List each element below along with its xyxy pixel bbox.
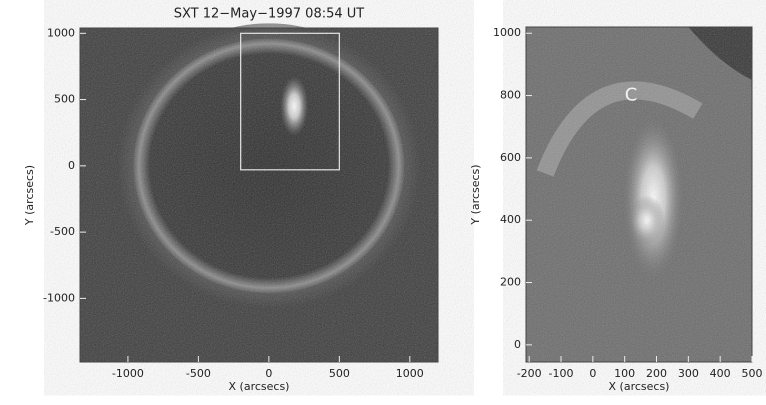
frame: [525, 26, 753, 363]
x-tick-label: 0: [589, 367, 596, 380]
y-tick-label: 600: [500, 151, 521, 164]
y-tick-label: 0: [514, 338, 521, 351]
panel: C-200-1000100200300400500020040060080010…: [469, 26, 763, 393]
y-tick-label: 400: [500, 213, 521, 226]
y-axis-label: Y (arcsecs): [469, 164, 482, 225]
y-tick-label: 0: [68, 159, 75, 172]
x-axis-label: X (arcsecs): [229, 380, 290, 393]
x-tick-label: -200: [517, 367, 542, 380]
noise: [80, 28, 438, 362]
x-axis-label: X (arcsecs): [609, 380, 670, 393]
x-tick-label: 100: [614, 367, 635, 380]
x-tick-label: 200: [646, 367, 667, 380]
x-tick-label: -100: [549, 367, 574, 380]
x-tick-label: 400: [710, 367, 731, 380]
y-tick-label: 200: [500, 276, 521, 289]
x-tick-label: -1000: [112, 367, 144, 380]
panel: -1000 -500 0 500 1000 -1000 -500 0 500 1000 X (arc…: [23, 7, 439, 393]
y-tick-label: -1000: [43, 291, 75, 304]
y-tick-label: 1000: [47, 26, 75, 39]
x-tick-label: -500: [186, 367, 211, 380]
x-tick-label: 300: [678, 367, 699, 380]
x-tick-label: 0: [265, 367, 272, 380]
y-tick-label: -500: [50, 225, 75, 238]
x-tick-label: 1000: [396, 367, 424, 380]
y-axis-label: Y (arcsecs): [23, 165, 36, 226]
y-tick-label: 800: [500, 89, 521, 102]
x-tick-label: 500: [742, 367, 763, 380]
title: SXT 12−May−1997 08:54 UT: [174, 7, 365, 22]
y-tick-label: 500: [54, 93, 75, 106]
frame: [79, 27, 439, 363]
noise: [526, 27, 752, 362]
y-tick-label: 1000: [493, 26, 521, 39]
x-tick-label: 500: [329, 367, 350, 380]
